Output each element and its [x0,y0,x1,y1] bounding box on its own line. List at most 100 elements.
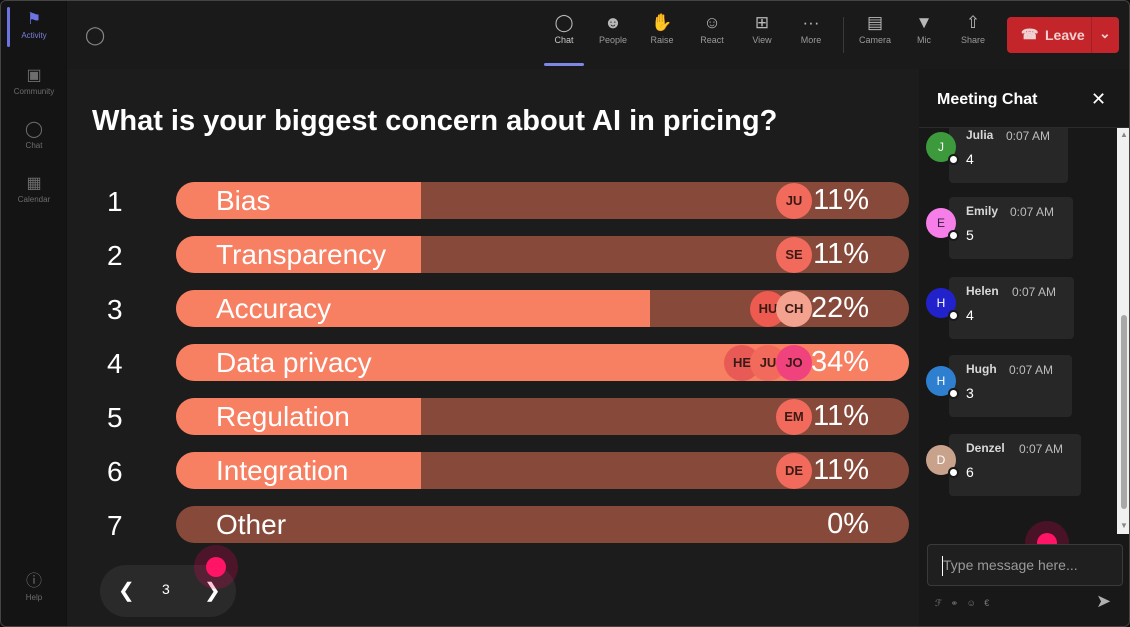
chat-message: H Hugh 0:07 AM 3 [919,355,1117,421]
chat-scrollbar[interactable]: ▲ ▼ [1117,128,1129,534]
option-percent: 11% [813,400,869,432]
people-button[interactable]: ☻ People [592,11,634,45]
option-number: 4 [107,348,123,379]
chat-message-field[interactable] [927,544,1123,586]
chat-panel-title: Meeting Chat [937,91,1038,108]
option-bar-track [176,506,909,543]
option-number: 6 [107,456,123,487]
voter-avatar: CH [776,291,812,327]
chat-message: H Helen 0:07 AM 4 [919,277,1117,343]
scrollbar-thumb[interactable] [1121,315,1127,509]
rail-item-chat[interactable]: ◯ Chat [1,121,67,150]
chat-icon: ◯ [554,13,574,32]
option-percent: 34% [810,346,869,378]
active-tab-underline [544,63,584,66]
option-number: 3 [107,294,123,325]
poll-option-row: 4 Data privacy HE JU JO 34% [67,344,919,382]
rail-item-calendar[interactable]: ▦ Calendar [1,175,67,204]
option-label: Regulation [216,401,350,432]
people-icon: ☻ [604,13,622,32]
rail-item-label: Help [25,593,43,602]
chat-message: J Julia 0:07 AM 4 [919,128,1117,187]
calendar-icon: ▦ [26,175,42,192]
option-label: Bias [216,185,271,216]
grid-icon: ⊞ [754,13,770,32]
chevron-down-icon[interactable]: ⌄ [1099,25,1111,41]
smiley-icon: ☺ [703,13,721,32]
scroll-down-icon[interactable]: ▼ [1120,521,1128,530]
meeting-chat-panel: Meeting Chat ✕ J Julia 0:07 AM 4 E Emily 0:07 … [919,69,1129,626]
leave-button[interactable]: ☎ Leave ⌄ [1007,17,1119,53]
rail-item-label: Calendar [17,195,51,204]
message-timestamp: 0:07 AM [1006,129,1051,143]
leave-button-divider [1091,17,1092,53]
rail-item-help[interactable]: ⓘ Help [1,573,67,602]
close-icon[interactable]: ✕ [1091,89,1107,109]
mic-button-label: Mic [917,35,931,45]
divider [919,127,1129,128]
chat-button-label: Chat [554,35,574,45]
chevron-left-icon[interactable]: ❮ [118,580,135,602]
poll-option-row: 1 Bias JU 11% [67,182,919,220]
chat-button[interactable]: ◯ Chat [543,11,585,45]
voter-avatar: EM [776,399,812,435]
poll-option-row: 6 Integration DE 11% [67,452,919,490]
poll-results-stage: What is your biggest concern about AI in… [67,69,919,626]
rail-active-indicator [7,7,10,47]
message-text: 4 [966,307,974,323]
chevron-right-icon[interactable]: ❯ [204,580,221,602]
message-bubble [949,128,1068,183]
option-number: 5 [107,402,123,433]
option-bar-track [176,452,909,489]
share-button[interactable]: ⇧ Share [952,11,994,45]
option-number: 7 [107,510,123,541]
hand-icon: ✋ [651,13,673,32]
option-label: Data privacy [216,347,372,378]
react-button-label: React [700,35,724,45]
react-button[interactable]: ☺ React [691,11,733,45]
left-rail: ⚑ Activity ▣ Community ◯ Chat ▦ Calendar… [1,1,67,626]
rail-item-label: Chat [25,141,43,150]
message-timestamp: 0:07 AM [1010,205,1055,219]
option-bar-fill [176,398,421,435]
message-text: 5 [966,227,974,243]
option-label: Integration [216,455,349,486]
sender-name: Julia [966,128,994,142]
chat-message: D Denzel 0:07 AM 6 [919,434,1117,500]
chat-message-input[interactable] [929,546,1121,584]
share-icon: ⇧ [965,13,981,32]
camera-button-label: Camera [858,35,891,45]
more-button[interactable]: ··· More [790,11,832,45]
message-timestamp: 0:07 AM [1012,285,1057,299]
raise-hand-button[interactable]: ✋ Raise [641,11,683,45]
people-button-label: People [598,35,628,45]
rail-item-community[interactable]: ▣ Community [1,67,67,96]
option-bar-fill [176,182,421,219]
presence-status-icon [948,230,959,241]
poll-option-row: 3 Accuracy HU CH 22% [67,290,919,328]
leave-button-label: Leave [1045,27,1085,43]
sender-name: Hugh [966,362,997,376]
voter-avatar: JO [776,345,812,381]
camera-button[interactable]: ▤ Camera [854,11,896,45]
more-button-label: More [800,35,822,45]
rail-item-label: Activity [21,31,47,40]
view-button[interactable]: ⊞ View [741,11,783,45]
more-dots-icon: ··· [802,13,820,32]
view-button-label: View [752,35,772,45]
mic-button[interactable]: ▼ Mic [903,11,945,45]
mic-icon: ▼ [915,13,933,32]
option-bar-fill [176,290,650,327]
send-icon[interactable]: ➤ [1096,591,1112,611]
chat-message: E Emily 0:07 AM 5 [919,197,1117,263]
sender-name: Emily [966,204,999,218]
bell-icon: ⚑ [26,11,42,28]
format-toolbar[interactable]: ℱ ⚭ ☺ € [935,598,993,608]
option-label: Accuracy [216,293,332,324]
raise-button-label: Raise [650,35,674,45]
presence-status-icon [948,154,959,165]
presence-status-icon [948,310,959,321]
rail-item-activity[interactable]: ⚑ Activity [1,11,67,40]
scroll-up-icon[interactable]: ▲ [1120,130,1128,139]
